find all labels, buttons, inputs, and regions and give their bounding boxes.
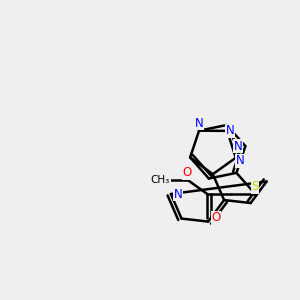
Text: S: S xyxy=(251,180,259,193)
Text: O: O xyxy=(212,212,221,224)
Text: N: N xyxy=(226,124,235,137)
Text: N: N xyxy=(236,154,244,167)
Text: O: O xyxy=(183,166,192,179)
Text: N: N xyxy=(234,140,242,153)
Text: CH₃: CH₃ xyxy=(151,175,170,185)
Text: N: N xyxy=(195,117,203,130)
Text: N: N xyxy=(174,188,183,200)
